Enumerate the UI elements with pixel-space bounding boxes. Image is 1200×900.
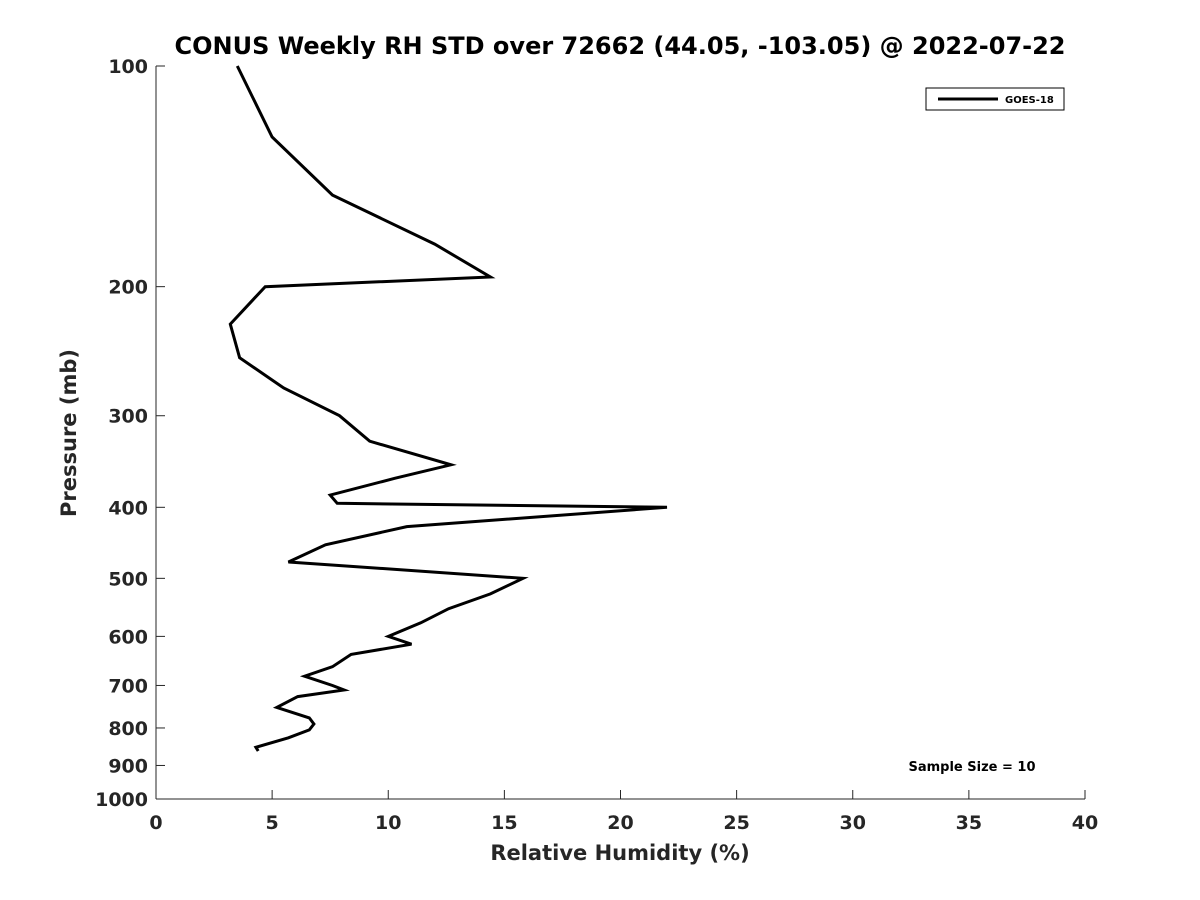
sample-size-annotation: Sample Size = 10: [908, 760, 1035, 775]
x-axis-label: Relative Humidity (%): [490, 841, 749, 865]
y-tick-label: 100: [108, 56, 148, 78]
series-line-goes-18: [228, 65, 668, 752]
x-tick-label: 15: [491, 812, 517, 834]
legend: GOES-18: [925, 87, 1065, 111]
legend-label: GOES-18: [1005, 95, 1054, 106]
y-tick-label: 300: [108, 406, 148, 428]
x-tick-label: 35: [956, 812, 982, 834]
x-tick-label: 0: [149, 812, 162, 834]
y-axis-label: Pressure (mb): [57, 349, 81, 517]
y-tick-label: 400: [108, 497, 148, 519]
x-tick-label: 25: [723, 812, 749, 834]
y-tick-label: 900: [108, 755, 148, 777]
y-tick-label: 600: [108, 626, 148, 648]
axis-ticks: 0 5 10 15 20 25 30 35 40 100 200 300 400 500 600 700 800…: [95, 56, 1098, 834]
y-tick-label: 700: [108, 675, 148, 697]
x-tick-label: 40: [1072, 812, 1098, 834]
y-tick-label: 200: [108, 277, 148, 299]
x-tick-label: 10: [375, 812, 401, 834]
y-tick-label: 800: [108, 718, 148, 740]
y-tick-label: 1000: [95, 789, 148, 811]
y-tick-label: 500: [108, 568, 148, 590]
chart-title: CONUS Weekly RH STD over 72662 (44.05, -…: [174, 32, 1065, 60]
x-tick-label: 30: [840, 812, 866, 834]
x-tick-label: 5: [266, 812, 279, 834]
x-tick-label: 20: [607, 812, 633, 834]
